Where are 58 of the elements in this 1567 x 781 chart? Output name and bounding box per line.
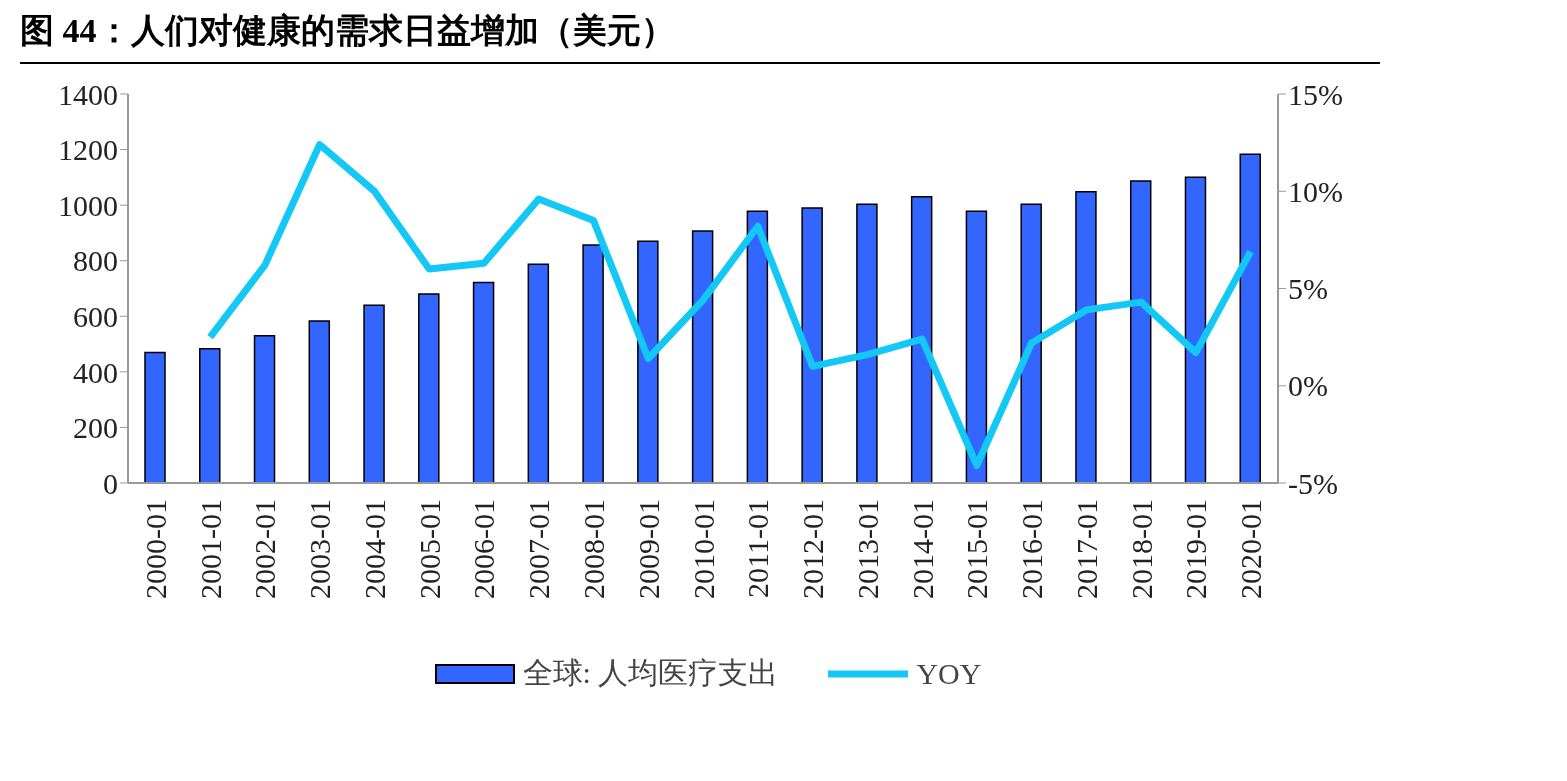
x-tick-label: 2004-01 — [357, 499, 391, 599]
x-tick-label: 2016-01 — [1015, 499, 1049, 599]
x-tick-label: 2008-01 — [576, 499, 610, 599]
x-tick-label: 2006-01 — [467, 499, 501, 599]
x-tick-label: 2007-01 — [522, 499, 556, 599]
bar — [801, 207, 823, 483]
y2-tick-label: 5% — [1288, 272, 1328, 306]
x-tick-label: 2005-01 — [412, 499, 446, 599]
legend-label: YOY — [916, 656, 982, 691]
x-tick-label: 2017-01 — [1069, 499, 1103, 599]
y-tick-label: 600 — [73, 299, 118, 333]
bar — [1075, 191, 1097, 483]
bar — [746, 210, 769, 483]
y2-tick-label: 0% — [1288, 369, 1328, 403]
bar — [418, 293, 440, 483]
y2-tick-label: 10% — [1288, 174, 1343, 208]
y-tick-label: 1200 — [58, 133, 118, 167]
x-tick-label: 2013-01 — [850, 499, 884, 599]
bar — [582, 244, 604, 483]
bar — [1129, 180, 1152, 483]
x-tick-label: 2014-01 — [905, 499, 939, 599]
y2-tick-label: -5% — [1288, 466, 1338, 500]
x-tick-label: 2018-01 — [1124, 499, 1158, 599]
bar — [1020, 203, 1042, 483]
y-tick-label: 1000 — [58, 188, 118, 222]
x-tick-label: 2003-01 — [303, 499, 337, 599]
x-tick-label: 2019-01 — [1179, 499, 1213, 599]
bar — [856, 203, 878, 483]
x-tick-label: 2002-01 — [248, 499, 282, 599]
bar — [1239, 153, 1261, 483]
y-tick-label: 400 — [73, 355, 118, 389]
y2-tick-label: 15% — [1288, 77, 1343, 111]
x-tick-label: 2011-01 — [741, 499, 775, 598]
bar — [199, 348, 221, 483]
chart-title: 图 44：人们对健康的需求日益增加（美元） — [20, 8, 1380, 64]
bar — [691, 230, 714, 483]
x-tick-label: 2010-01 — [686, 499, 720, 599]
x-tick-label: 2015-01 — [960, 499, 994, 599]
y-tick-label: 0 — [103, 466, 118, 500]
bar — [253, 334, 276, 483]
bar — [308, 320, 331, 483]
bar — [637, 240, 659, 483]
y-tick-label: 200 — [73, 411, 118, 445]
bar — [1184, 176, 1207, 483]
x-tick-label: 2009-01 — [631, 499, 665, 599]
legend-label: 全球: 人均医疗支出 — [522, 655, 779, 691]
bar — [144, 351, 166, 483]
x-tick-label: 2020-01 — [1234, 499, 1268, 599]
y-tick-label: 1400 — [58, 77, 118, 111]
bar — [472, 281, 495, 483]
bar — [965, 210, 988, 483]
bar — [363, 304, 385, 483]
bar — [910, 196, 933, 483]
x-tick-label: 2000-01 — [138, 499, 172, 599]
x-tick-label: 2001-01 — [193, 499, 227, 599]
y-tick-label: 800 — [73, 244, 118, 278]
bar — [527, 263, 550, 483]
x-tick-label: 2012-01 — [796, 499, 830, 599]
